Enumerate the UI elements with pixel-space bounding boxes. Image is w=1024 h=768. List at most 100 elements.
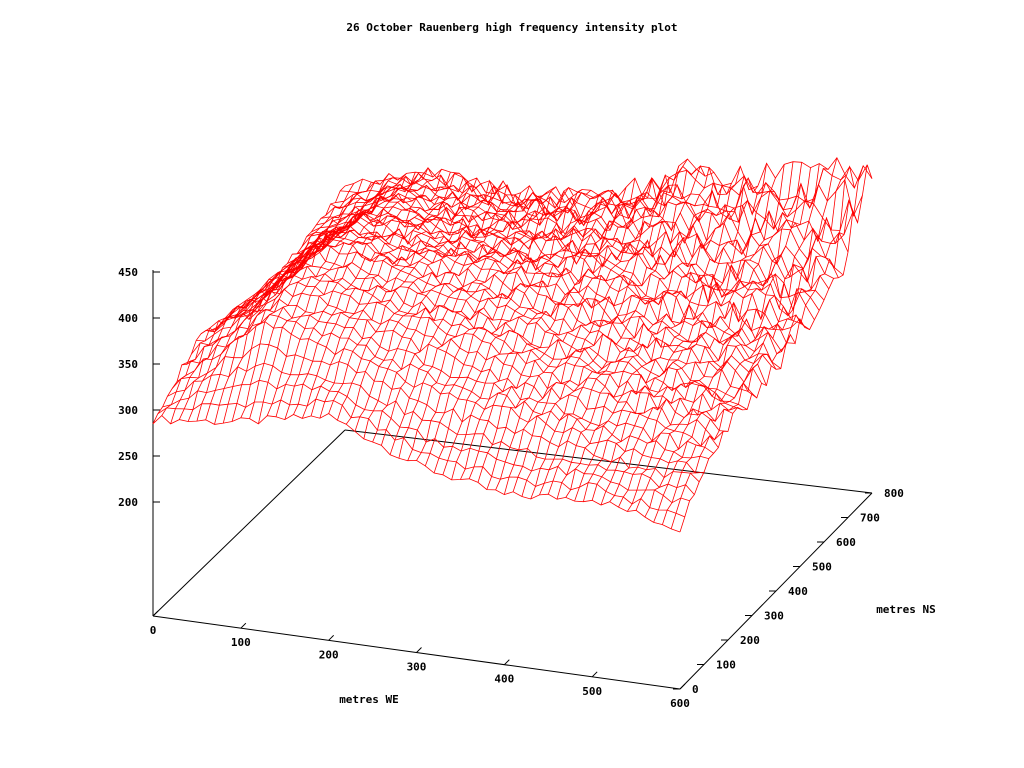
surface-column-line [424, 189, 618, 467]
surface-column-line [626, 163, 820, 512]
x-tick-label: 100 [231, 636, 251, 649]
x-tick-mark [152, 610, 159, 617]
surface-column-line [266, 172, 460, 416]
surface-column-line [381, 187, 574, 446]
surface-column-line [222, 172, 416, 424]
z-tick-label: 250 [118, 450, 138, 463]
surface-column-line [635, 168, 829, 511]
surface-column-line [284, 177, 478, 420]
z-tick-label: 400 [118, 312, 138, 325]
x-tick-mark [679, 683, 686, 690]
surface-column-line [609, 162, 803, 502]
surface-column-line [495, 158, 688, 491]
surface-column-line [460, 178, 653, 480]
z-tick-label: 350 [118, 358, 138, 371]
surface-column-line [679, 164, 873, 533]
surface-column-line [653, 175, 846, 523]
surface-column-line [161, 183, 355, 416]
y-tick-label: 0 [692, 683, 699, 696]
surface-column-line [486, 165, 680, 490]
surface-column-line [398, 189, 592, 459]
surface-column-line [670, 165, 864, 530]
surface-column-line [521, 166, 715, 497]
surface-row-line [224, 243, 753, 399]
y-tick-label: 100 [716, 659, 736, 672]
surface-mesh [152, 157, 873, 533]
surface-column-line [178, 182, 372, 420]
surface-column-line [337, 185, 530, 421]
y-tick-label: 600 [836, 536, 856, 549]
back-axis-line-ns [152, 429, 346, 617]
surface-column-line [249, 169, 442, 419]
surface-column-line [565, 177, 759, 498]
y-axis-label: metres NS [876, 603, 936, 616]
surface-row-line [157, 398, 685, 518]
x-tick-mark [591, 671, 598, 678]
surface-column-line [170, 178, 363, 425]
surface-column-line [644, 157, 838, 518]
surface-column-line [433, 187, 627, 474]
surface-column-line [231, 172, 425, 422]
back-axis-line-we [344, 429, 873, 494]
surface-column-line [328, 192, 522, 414]
surface-row-line [210, 265, 738, 411]
x-tick-label: 0 [150, 624, 157, 637]
surface-row-line [152, 413, 681, 533]
surface-column-line [583, 177, 776, 502]
z-tick-label: 450 [118, 266, 138, 279]
surface-column-line [293, 183, 486, 415]
surface-column-line [512, 165, 706, 492]
surface-column-line [503, 168, 697, 495]
surface-column-line [662, 165, 855, 525]
surface-column-line [468, 176, 662, 479]
surface-row-line [287, 205, 815, 321]
surface-column-line [345, 199, 539, 425]
x-tick-label: 400 [494, 673, 514, 686]
surface-column-line [319, 183, 513, 419]
surface-column-line [600, 161, 794, 506]
x-tick-label: 500 [582, 685, 602, 698]
surface-column-line [354, 191, 548, 432]
x-tick-label: 200 [319, 648, 339, 661]
surface-column-line [407, 195, 600, 461]
surface-column-line [363, 186, 557, 439]
surface-column-line [301, 179, 495, 419]
y-axis-ticks: 0 100 200 300 400 500 600 700 800 [673, 487, 904, 696]
y-tick-label: 400 [788, 585, 808, 598]
x-tick-mark [240, 622, 247, 629]
x-tick-label: 300 [407, 661, 427, 674]
surface-column-line [539, 183, 732, 496]
y-tick-label: 700 [860, 512, 880, 525]
surface-column-line [442, 178, 636, 475]
surface-column-line [591, 164, 785, 501]
surface-column-line [451, 199, 644, 481]
surface-column-line [240, 166, 434, 418]
surface-column-line [618, 167, 811, 508]
surface-column-line [530, 181, 724, 500]
surface-column-line [389, 189, 583, 455]
surface-column-line [152, 185, 346, 424]
y-tick-label: 300 [764, 610, 784, 623]
surface-column-line [310, 180, 504, 417]
surface-column-line [547, 166, 741, 495]
x-axis-ticks: 0 100 200 300 400 500 600 [150, 610, 690, 710]
x-tick-mark [416, 647, 422, 653]
x-tick-mark [503, 659, 510, 666]
x-tick-mark [328, 634, 335, 641]
surface-column-line [416, 189, 609, 461]
y-tick-label: 800 [884, 487, 904, 500]
surface-column-line [556, 174, 750, 500]
surface-column-line [275, 177, 469, 417]
x-axis-label: metres WE [339, 693, 399, 706]
surface-column-line [372, 195, 565, 443]
z-tick-label: 300 [118, 404, 138, 417]
surface-column-line [574, 163, 767, 502]
surface-column-line [214, 173, 407, 425]
chart-title: 26 October Rauenberg high frequency inte… [346, 21, 677, 34]
y-tick-label: 200 [740, 634, 760, 647]
z-tick-label: 200 [118, 496, 138, 509]
x-tick-label: 600 [670, 697, 690, 710]
y-tick-label: 500 [812, 561, 832, 574]
z-axis-ticks: 200 250 300 350 400 450 [118, 266, 160, 509]
